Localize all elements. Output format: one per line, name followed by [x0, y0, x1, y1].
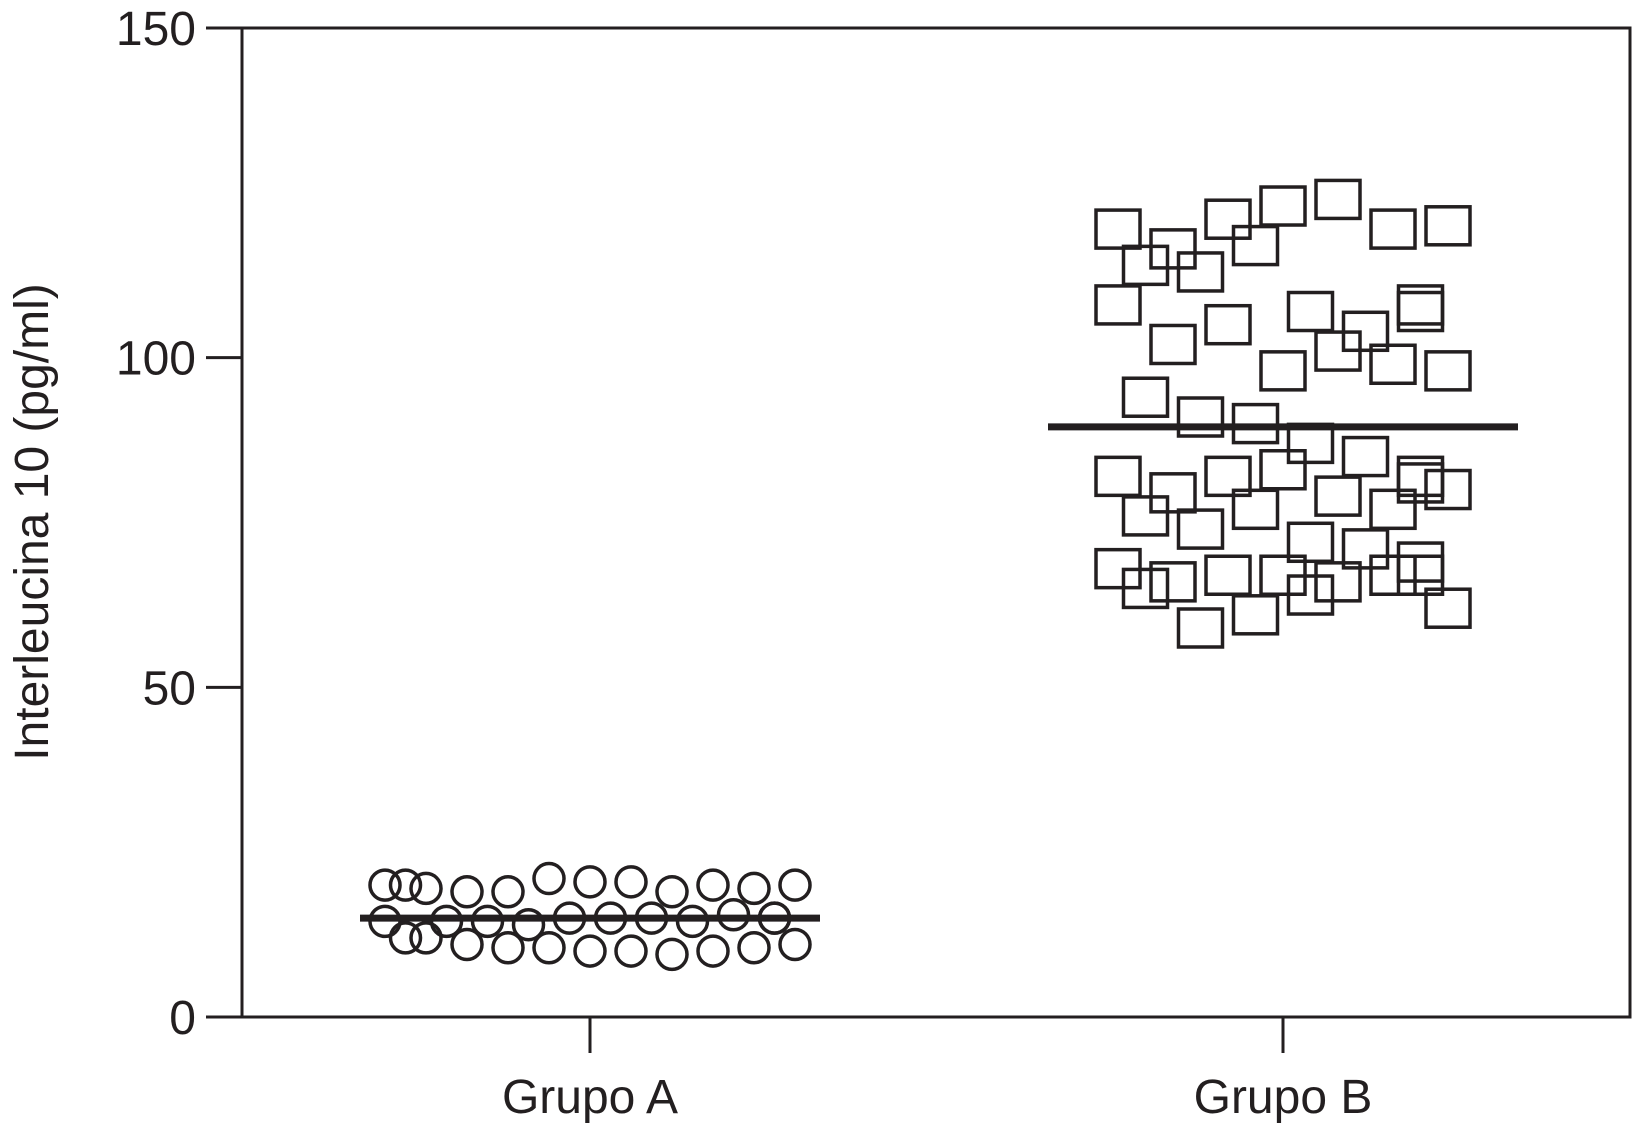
grupo-b-point [1149, 323, 1197, 366]
grupo-b-point [1369, 554, 1417, 596]
grupo-b-point [1369, 488, 1417, 531]
grupo-b-point [1176, 396, 1225, 438]
grupo-b-point [1314, 330, 1362, 372]
x-axis-ticks: Grupo A Grupo B [502, 1017, 1372, 1124]
grupo-a-point [696, 868, 730, 902]
grupo-b-point [1259, 449, 1307, 491]
grupo-a-point [696, 934, 730, 968]
grupo-a-point [614, 934, 648, 968]
grupo-b-point [1094, 455, 1142, 498]
grupo-b-point [1314, 475, 1362, 517]
grupo-b-point [1121, 495, 1170, 537]
grupo-a-point [532, 861, 566, 896]
grupo-b-point [1204, 303, 1252, 346]
grupo-b-point [1149, 472, 1197, 514]
grupo-a-point [614, 865, 648, 899]
grupo-b-point [1424, 468, 1472, 511]
grupo-b-point [1176, 251, 1225, 293]
y-axis-title: Interleucina 10 (pg/ml) [6, 283, 59, 761]
plot-frame [240, 26, 1632, 1019]
grupo-b-point [1424, 350, 1472, 392]
grupo-b-point [1396, 290, 1445, 333]
grupo-a-point [409, 921, 443, 955]
grupo-b-point [1286, 290, 1335, 333]
grupo-b-point [1204, 554, 1252, 596]
grupo-a-point [573, 865, 607, 899]
grupo-b-point [1094, 284, 1142, 326]
grupo-b-point [1094, 208, 1142, 250]
grupo-b-point [1121, 567, 1170, 610]
grupo-b-point [1424, 205, 1472, 247]
grupo-a-point [511, 907, 546, 942]
grupo-b-point [1396, 455, 1445, 498]
grupo-a-point [450, 927, 484, 962]
grupo-b-point [1231, 594, 1280, 636]
grupo-a-point [573, 934, 607, 968]
grupo-b-point [1204, 455, 1252, 498]
grupo-a-point [409, 871, 443, 906]
grupo-a-point [532, 931, 566, 965]
grupo-a-point [491, 874, 525, 909]
mean-lines [360, 423, 1518, 922]
grupo-b-point [1121, 376, 1170, 418]
y-axis-ticks: 0 50 100 150 [116, 3, 242, 1045]
grupo-a-point [778, 927, 812, 962]
grupo-b-point [1369, 343, 1417, 386]
grupo-a-point [491, 931, 525, 965]
grupo-a-point [388, 921, 423, 955]
grupo-b-point [1424, 587, 1472, 629]
grupo-a-point [778, 868, 812, 902]
grupo-a-point [737, 931, 771, 965]
grupo-b-point [1149, 561, 1197, 603]
grupo-b-point [1176, 508, 1225, 550]
grupo-b-point [1369, 208, 1417, 250]
grupo-b-point [1259, 185, 1307, 227]
grupo-b-point [1396, 541, 1445, 583]
y-tick-label: 0 [169, 992, 196, 1045]
grupo-b-point [1231, 488, 1280, 531]
grupo-b-point [1314, 178, 1362, 221]
grupo-a-point [655, 874, 689, 909]
grupo-b-point [1231, 224, 1280, 267]
grupo-b-point [1396, 554, 1445, 596]
grupo-a-point [655, 937, 689, 972]
grupo-a-point [368, 868, 402, 902]
grupo-a-point [737, 871, 771, 906]
grupo-b-point [1286, 521, 1335, 564]
grupo-b-point [1286, 574, 1335, 616]
x-tick-label: Grupo B [1194, 1071, 1373, 1124]
y-tick-label: 150 [116, 3, 196, 56]
axes [240, 26, 1632, 1019]
grupo-b-point [1314, 561, 1362, 603]
grupo-b-point [1121, 244, 1170, 287]
grupo-b-point [1176, 607, 1225, 649]
grupo-b-point [1341, 528, 1390, 570]
grupo-b-point [1149, 228, 1197, 270]
y-tick-label: 100 [116, 333, 196, 386]
grupo-a-point [450, 874, 484, 909]
grupo-b-point [1259, 350, 1307, 392]
grupo-a-point [388, 868, 423, 902]
x-tick-label: Grupo A [502, 1071, 678, 1124]
y-tick-label: 50 [143, 662, 196, 715]
data-markers [368, 178, 1472, 972]
grupo-b-point [1341, 435, 1390, 478]
grupo-b-point [1204, 198, 1252, 240]
